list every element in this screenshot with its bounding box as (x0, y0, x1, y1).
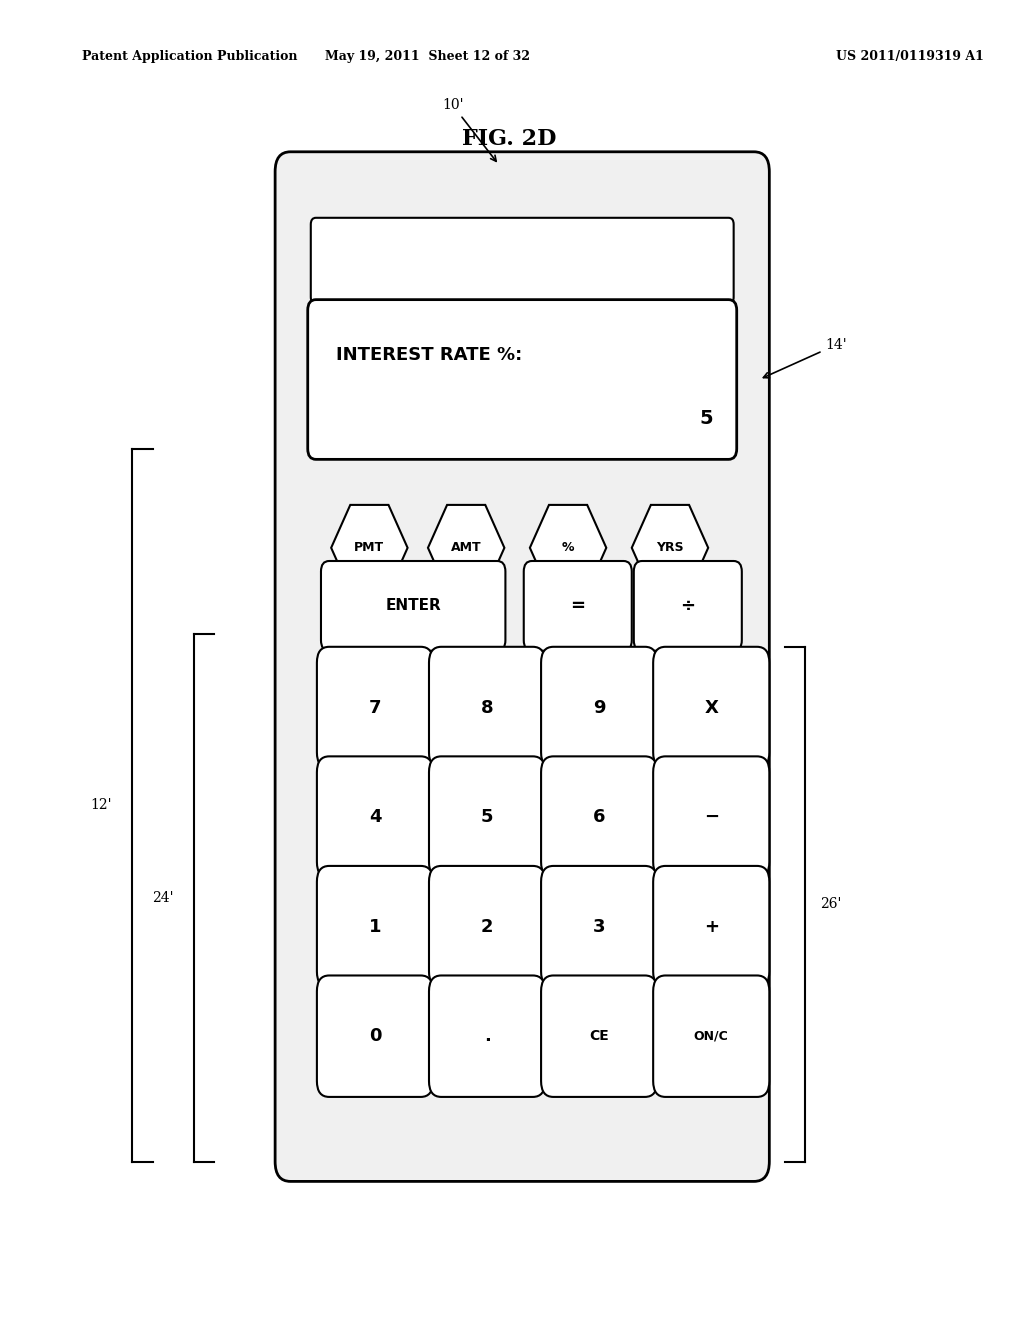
Text: .: . (483, 1027, 490, 1045)
FancyBboxPatch shape (321, 561, 506, 651)
Text: 16'b: 16'b (450, 594, 472, 645)
Text: 7: 7 (369, 698, 381, 717)
FancyBboxPatch shape (308, 300, 736, 459)
Text: 4: 4 (369, 808, 381, 826)
Text: May 19, 2011  Sheet 12 of 32: May 19, 2011 Sheet 12 of 32 (326, 50, 530, 63)
Text: ÷: ÷ (680, 597, 695, 615)
Text: 12': 12' (90, 799, 112, 812)
Text: 16'c: 16'c (552, 594, 573, 645)
Text: ON/C: ON/C (694, 1030, 729, 1043)
Text: Patent Application Publication: Patent Application Publication (82, 50, 297, 63)
Text: =: = (570, 597, 586, 615)
FancyBboxPatch shape (316, 756, 433, 878)
Text: 2: 2 (481, 917, 494, 936)
Text: %: % (562, 541, 574, 554)
Text: 9: 9 (593, 698, 605, 717)
Text: 16'a: 16'a (353, 594, 375, 645)
Polygon shape (331, 506, 408, 591)
FancyBboxPatch shape (429, 756, 545, 878)
FancyBboxPatch shape (316, 866, 433, 987)
Text: 0: 0 (369, 1027, 381, 1045)
Text: 10': 10' (442, 98, 497, 161)
FancyBboxPatch shape (316, 975, 433, 1097)
Text: −: − (703, 808, 719, 826)
Polygon shape (529, 506, 606, 591)
FancyBboxPatch shape (275, 152, 769, 1181)
FancyBboxPatch shape (429, 647, 545, 768)
FancyBboxPatch shape (653, 647, 769, 768)
Text: 5: 5 (699, 409, 714, 428)
FancyBboxPatch shape (653, 975, 769, 1097)
FancyBboxPatch shape (653, 756, 769, 878)
Text: FIG. 2D: FIG. 2D (462, 128, 557, 149)
FancyBboxPatch shape (541, 756, 657, 878)
FancyBboxPatch shape (653, 866, 769, 987)
FancyBboxPatch shape (429, 866, 545, 987)
Text: 8: 8 (480, 698, 494, 717)
FancyBboxPatch shape (634, 561, 741, 651)
FancyBboxPatch shape (311, 218, 733, 304)
Text: 26': 26' (820, 898, 842, 911)
FancyBboxPatch shape (316, 647, 433, 768)
FancyBboxPatch shape (541, 866, 657, 987)
Text: US 2011/0119319 A1: US 2011/0119319 A1 (836, 50, 983, 63)
Text: 3: 3 (593, 917, 605, 936)
Text: 5: 5 (481, 808, 494, 826)
Text: PMT: PMT (354, 541, 384, 554)
Text: +: + (703, 917, 719, 936)
Text: YRS: YRS (656, 541, 684, 554)
Text: 24': 24' (152, 891, 173, 904)
FancyBboxPatch shape (541, 975, 657, 1097)
Text: 6: 6 (593, 808, 605, 826)
Text: 16'd: 16'd (653, 594, 676, 645)
Text: INTEREST RATE %:: INTEREST RATE %: (336, 346, 522, 363)
Text: 14': 14' (763, 338, 847, 378)
Polygon shape (428, 506, 505, 591)
FancyBboxPatch shape (541, 647, 657, 768)
Text: X: X (705, 698, 718, 717)
Text: AMT: AMT (451, 541, 481, 554)
FancyBboxPatch shape (429, 975, 545, 1097)
Text: CE: CE (589, 1030, 609, 1043)
Polygon shape (632, 506, 709, 591)
FancyBboxPatch shape (523, 561, 632, 651)
Text: 1: 1 (369, 917, 381, 936)
Text: ENTER: ENTER (385, 598, 441, 614)
